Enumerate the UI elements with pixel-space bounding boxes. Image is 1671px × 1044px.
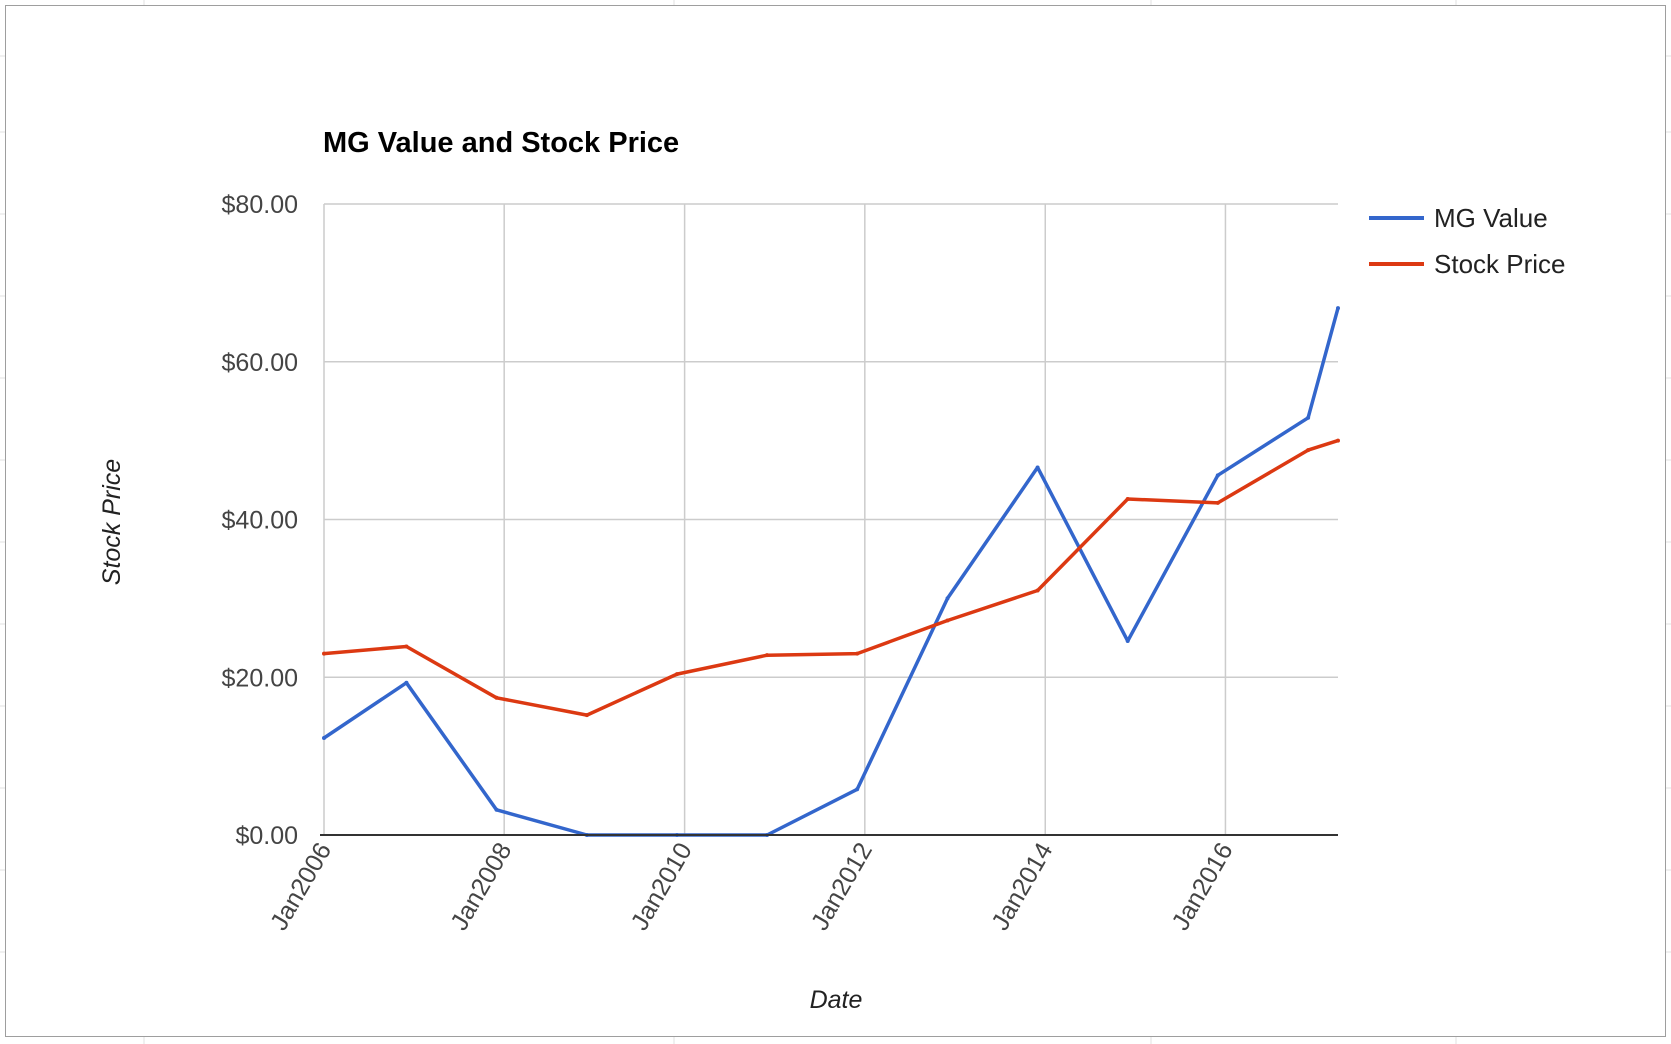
- series-line-stock-price: [323, 438, 1339, 717]
- data-point-stock-price: [674, 672, 679, 677]
- y-tick-label: $60.00: [222, 349, 298, 377]
- data-point-mg-value: [1125, 638, 1130, 643]
- data-point-stock-price: [1306, 448, 1311, 453]
- data-point-stock-price: [1336, 438, 1340, 443]
- data-point-mg-value: [1336, 306, 1340, 311]
- data-point-mg-value: [945, 596, 950, 601]
- x-tick-label: Jan2008: [445, 838, 517, 935]
- x-tick-label: Jan2010: [626, 838, 698, 935]
- data-point-mg-value: [494, 807, 499, 812]
- x-tick-label: Jan2014: [986, 838, 1058, 935]
- data-point-mg-value: [1215, 473, 1220, 478]
- data-point-mg-value: [1306, 415, 1311, 420]
- data-point-stock-price: [855, 651, 860, 656]
- series-lines: [322, 306, 1340, 837]
- data-point-mg-value: [1035, 465, 1040, 470]
- x-tick-label: Jan2016: [1166, 838, 1238, 935]
- data-point-stock-price: [584, 713, 589, 718]
- x-axis-title: Date: [810, 986, 863, 1014]
- data-point-stock-price: [1035, 588, 1040, 593]
- y-tick-label: $40.00: [222, 507, 298, 535]
- legend-label-mg-value: MG Value: [1434, 203, 1548, 233]
- y-tick-label: $80.00: [222, 191, 298, 219]
- data-point-stock-price: [404, 644, 409, 649]
- chart-title: MG Value and Stock Price: [323, 127, 679, 159]
- y-tick-label: $0.00: [235, 822, 298, 850]
- chart-container[interactable]: $0.00 $20.00 $40.00 $60.00 $80.00 Jan2006 Jan2…: [5, 5, 1666, 1037]
- series-line-mg-value: [323, 307, 1340, 837]
- data-point-mg-value: [322, 735, 326, 740]
- x-tick-label: Jan2006: [265, 838, 337, 935]
- gridlines: [323, 203, 1338, 835]
- data-point-stock-price: [945, 618, 950, 623]
- data-point-stock-price: [765, 653, 770, 658]
- y-axis-title: Stock Price: [98, 459, 126, 585]
- data-point-mg-value: [404, 680, 409, 685]
- line-chart: $0.00 $20.00 $40.00 $60.00 $80.00 Jan2006 Jan2…: [98, 127, 1566, 1014]
- data-point-stock-price: [322, 651, 326, 656]
- data-point-stock-price: [1215, 500, 1220, 505]
- data-point-stock-price: [1125, 496, 1130, 501]
- legend: MG Value Stock Price: [1369, 203, 1566, 279]
- data-point-stock-price: [494, 695, 499, 700]
- legend-label-stock-price: Stock Price: [1434, 249, 1566, 279]
- x-tick-label: Jan2012: [806, 838, 878, 935]
- data-point-mg-value: [855, 787, 860, 792]
- y-tick-label: $20.00: [222, 664, 298, 692]
